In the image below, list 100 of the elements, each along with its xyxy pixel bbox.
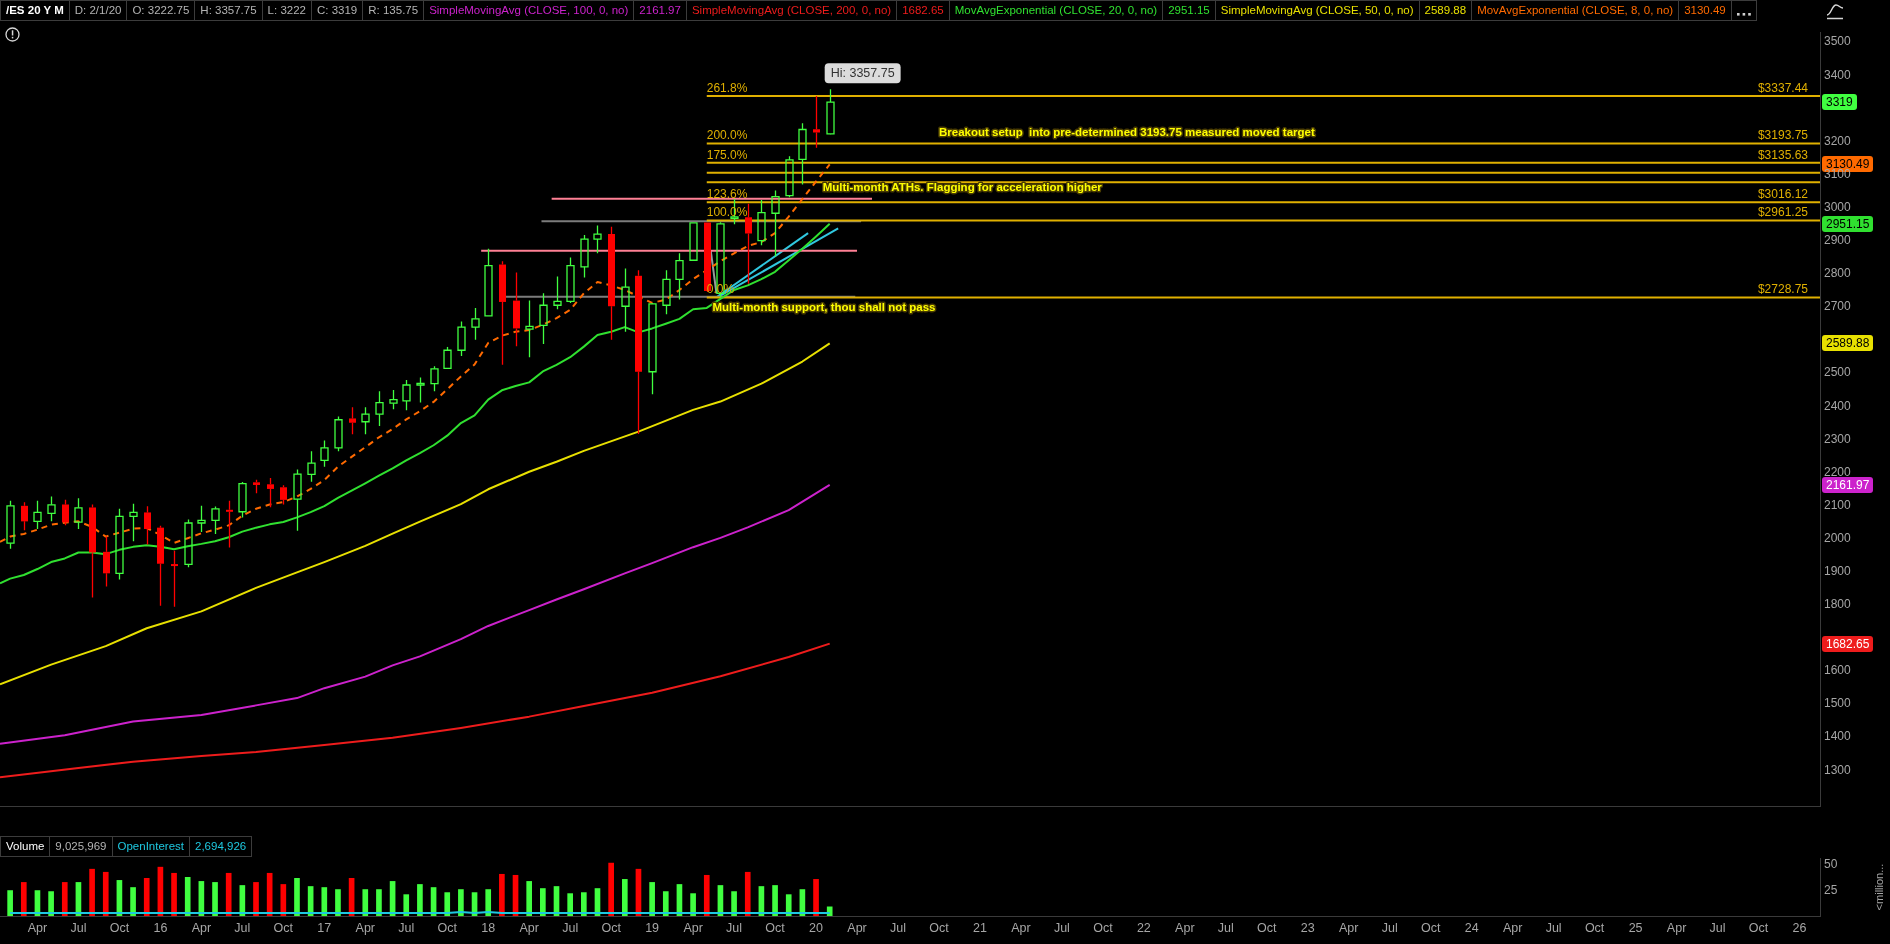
y-tick-label: 3000 (1824, 199, 1852, 214)
x-tick-label: 20 (809, 920, 824, 935)
y-tick-label: 3400 (1824, 67, 1852, 82)
x-tick-label: 24 (1464, 920, 1479, 935)
y-tick-label: 2200 (1824, 464, 1852, 479)
x-tick-label: Jul (234, 920, 251, 935)
y-tick-label: 2000 (1824, 530, 1852, 545)
text: 1682.65 (897, 0, 950, 21)
x-tick-label: Apr (355, 920, 375, 935)
y-tick-label: 1400 (1824, 729, 1852, 744)
text: 2951.15 (1163, 0, 1216, 21)
x-tick-label: Oct (929, 920, 950, 935)
text: MovAvgExponential (CLOSE, 8, 0, no) (1472, 0, 1680, 21)
y-axis-title: <million... (1873, 863, 1886, 911)
x-tick-label: Oct (1093, 920, 1114, 935)
chart-title: Volume (0, 836, 51, 857)
y-tick-label: 1800 (1824, 597, 1852, 612)
x-tick-label: Jul (1545, 920, 1562, 935)
text: L: 3222 (262, 0, 312, 21)
text: 2161.97 (634, 0, 687, 21)
y-tick-label: 3500 (1824, 34, 1852, 49)
y-tick-label: 3200 (1824, 133, 1852, 148)
text: MovAvgExponential (CLOSE, 20, 0, no) (949, 0, 1164, 21)
x-tick-label: Oct (109, 920, 130, 935)
text: 2589.88 (1419, 0, 1473, 21)
x-tick-label: 22 (1136, 920, 1151, 935)
series-label: 200.0% (706, 128, 748, 143)
x-tick-label: Apr (1502, 920, 1523, 935)
text: C: 3319 (311, 0, 364, 21)
data-label: $3016.12 (1757, 187, 1809, 202)
text: SimpleMovingAvg (CLOSE, 50, 0, no) (1215, 0, 1420, 21)
y-tick-label: 25 (1824, 882, 1838, 897)
data-label: $2961.25 (1757, 205, 1809, 220)
text: 3130.49 (1679, 0, 1732, 21)
y-tick-label: 1900 (1824, 563, 1852, 578)
x-tick-label: Apr (683, 920, 703, 935)
data-label: $3135.63 (1757, 147, 1809, 162)
x-tick-label: Oct (273, 920, 294, 935)
x-tick-label: Oct (437, 920, 458, 935)
y-tick-label: 2700 (1824, 299, 1852, 314)
x-tick-label: Oct (1257, 920, 1278, 935)
x-tick-label: Oct (601, 920, 622, 935)
data-label: $3337.44 (1757, 80, 1809, 95)
x-tick-label: Apr (519, 920, 539, 935)
x-tick-label: Oct (1748, 920, 1769, 935)
x-tick-label: Oct (1584, 920, 1605, 935)
x-tick-label: Jul (70, 920, 87, 935)
y-tick-label: 2100 (1824, 497, 1852, 512)
series-label: 261.8% (706, 80, 748, 95)
x-tick-label: Jul (1381, 920, 1398, 935)
series-label: 175.0% (706, 147, 748, 162)
series-label: 123.6% (706, 187, 748, 202)
y-tick-label: 2800 (1824, 266, 1852, 281)
chart-title: /ES 20 Y M (0, 0, 70, 21)
text: R: 135.75 (363, 0, 425, 21)
text: 2161.97 (1822, 477, 1874, 493)
x-tick-label: Jul (1217, 920, 1234, 935)
x-tick-label: Jul (1709, 920, 1726, 935)
y-tick-label: 2400 (1824, 398, 1852, 413)
x-tick-label: Apr (191, 920, 212, 935)
text: H: 3357.75 (195, 0, 263, 21)
annotation: Hi: 3357.75 (830, 66, 895, 81)
x-tick-label: Jul (562, 920, 579, 935)
annotation: Multi-month ATHs. Flagging for acceleration higher (822, 180, 1103, 193)
text: OpenInterest (112, 836, 191, 857)
annotation: Multi-month support, thou shall not pass (712, 300, 936, 313)
x-tick-label: Jul (890, 920, 906, 935)
x-tick-label: Apr (847, 920, 867, 935)
x-tick-label: Apr (1666, 920, 1687, 935)
x-tick-label: 21 (973, 920, 987, 935)
y-tick-label: 2300 (1824, 431, 1852, 446)
x-tick-label: 26 (1792, 920, 1807, 935)
x-tick-label: Oct (765, 920, 786, 935)
x-tick-label: 19 (645, 920, 660, 935)
x-tick-label: Apr (27, 920, 48, 935)
y-tick-label: 1600 (1824, 663, 1852, 678)
x-tick-label: Jul (398, 920, 415, 935)
x-tick-label: 18 (481, 920, 496, 935)
x-tick-label: 16 (153, 920, 168, 935)
x-tick-label: Apr (1011, 920, 1031, 935)
text: 9,025,969 (50, 836, 113, 857)
text: D: 2/1/20 (69, 0, 128, 21)
text: SimpleMovingAvg (CLOSE, 100, 0, no) (424, 0, 635, 21)
annotation: Breakout setup into pre-determined 3193.75 measured moved target (938, 125, 1315, 138)
x-tick-label: 17 (317, 920, 332, 935)
y-tick-label: 1500 (1824, 696, 1852, 711)
series-label: 0.0% (706, 282, 735, 297)
x-tick-label: 23 (1300, 920, 1315, 935)
text: 1682.65 (1822, 636, 1874, 652)
data-label: $2728.75 (1757, 282, 1809, 297)
text: 2,694,926 (190, 836, 253, 857)
text: 2589.88 (1822, 335, 1874, 351)
x-tick-label: Apr (1175, 920, 1195, 935)
x-tick-label: 25 (1628, 920, 1643, 935)
y-tick-label: 50 (1824, 857, 1838, 872)
y-tick-label: 2500 (1824, 365, 1852, 380)
y-tick-label: 1300 (1824, 762, 1852, 777)
x-tick-label: Apr (1339, 920, 1359, 935)
x-tick-label: Jul (726, 920, 743, 935)
y-tick-label: 2900 (1824, 233, 1852, 248)
